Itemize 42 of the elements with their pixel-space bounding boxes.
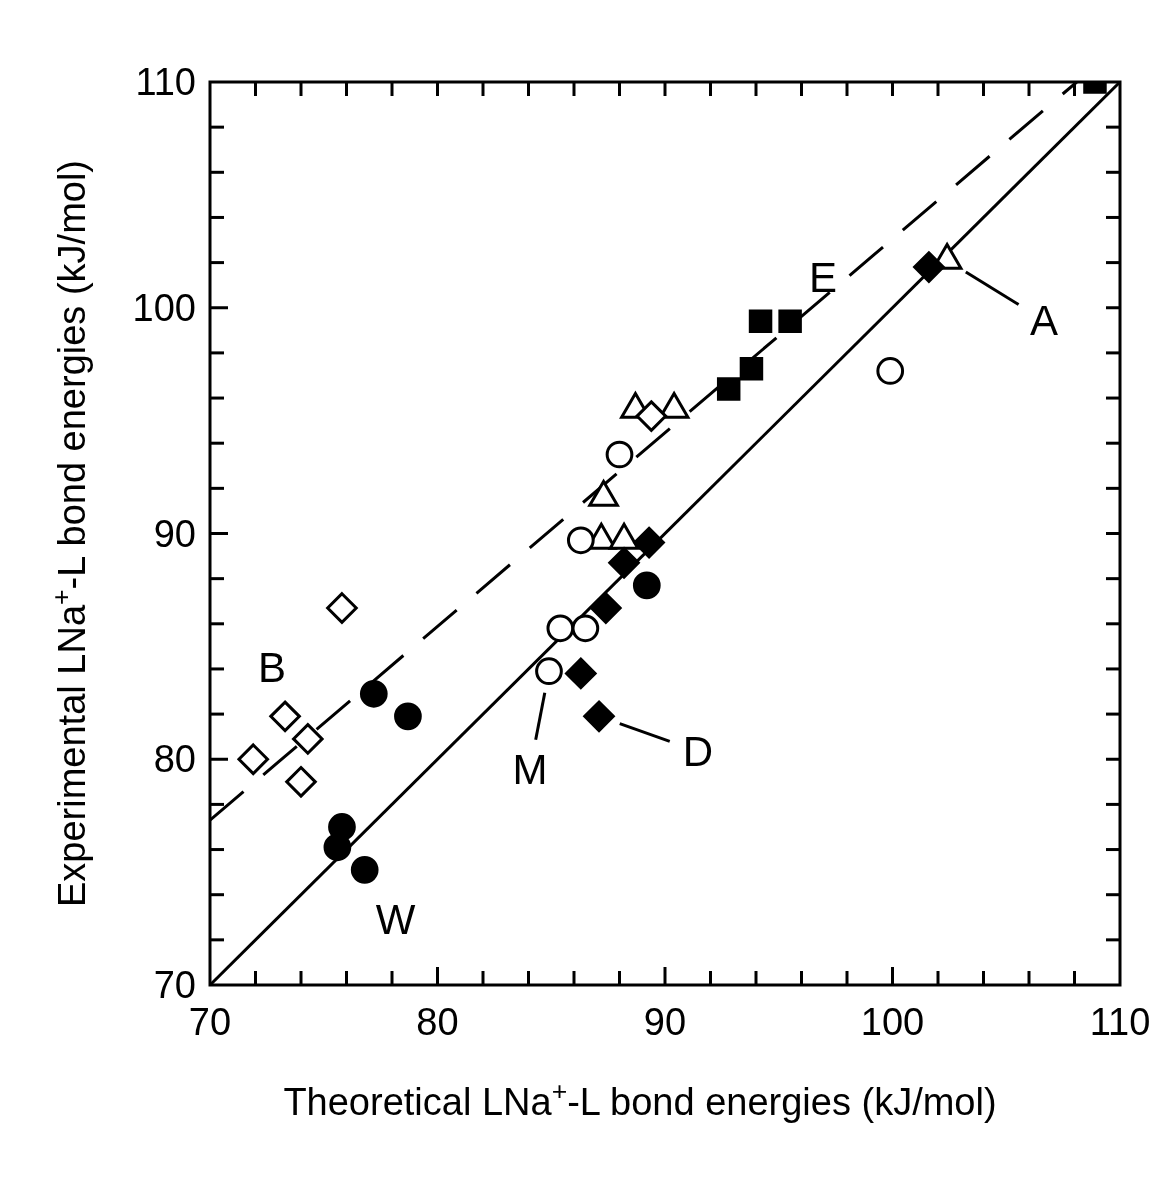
- point: [876, 357, 905, 385]
- point: [350, 856, 379, 884]
- point: [716, 377, 741, 401]
- point: [323, 833, 352, 862]
- annotation: D: [682, 728, 714, 776]
- point: [583, 700, 615, 733]
- point: [269, 700, 301, 733]
- point: [535, 657, 563, 686]
- y-tick-label: 90: [153, 512, 196, 555]
- x-tick-label: 110: [1089, 1001, 1151, 1043]
- y-tick-label: 100: [132, 286, 196, 329]
- annotation: W: [375, 895, 416, 943]
- point: [635, 400, 668, 432]
- point: [913, 251, 945, 283]
- point: [546, 614, 575, 643]
- point: [359, 679, 388, 708]
- point: [571, 614, 600, 643]
- point: [748, 309, 773, 334]
- point: [608, 547, 640, 579]
- annotation: A: [1030, 297, 1059, 345]
- x-tick-label: 80: [416, 1001, 459, 1043]
- point: [633, 526, 665, 559]
- x-tick-label: 90: [643, 1001, 687, 1043]
- point: [605, 440, 634, 469]
- point: [632, 571, 661, 600]
- x-tick-label: 100: [860, 1001, 925, 1043]
- x-axis-title: Theoretical LNa$^{+}$-L bond energies (kJ/mol): [283, 1076, 997, 1123]
- y-tick-label: 80: [153, 738, 196, 781]
- point: [778, 309, 802, 334]
- point: [566, 526, 595, 555]
- annotation: B: [258, 644, 287, 692]
- point: [394, 702, 422, 731]
- point: [565, 657, 597, 690]
- point: [292, 723, 324, 755]
- point: [326, 592, 358, 624]
- point: [739, 356, 764, 381]
- point: [237, 743, 270, 776]
- point: [590, 592, 622, 624]
- annotation: M: [512, 746, 548, 794]
- point: [285, 766, 317, 798]
- y-tick-label: 110: [135, 61, 196, 103]
- annotation: E: [809, 254, 838, 302]
